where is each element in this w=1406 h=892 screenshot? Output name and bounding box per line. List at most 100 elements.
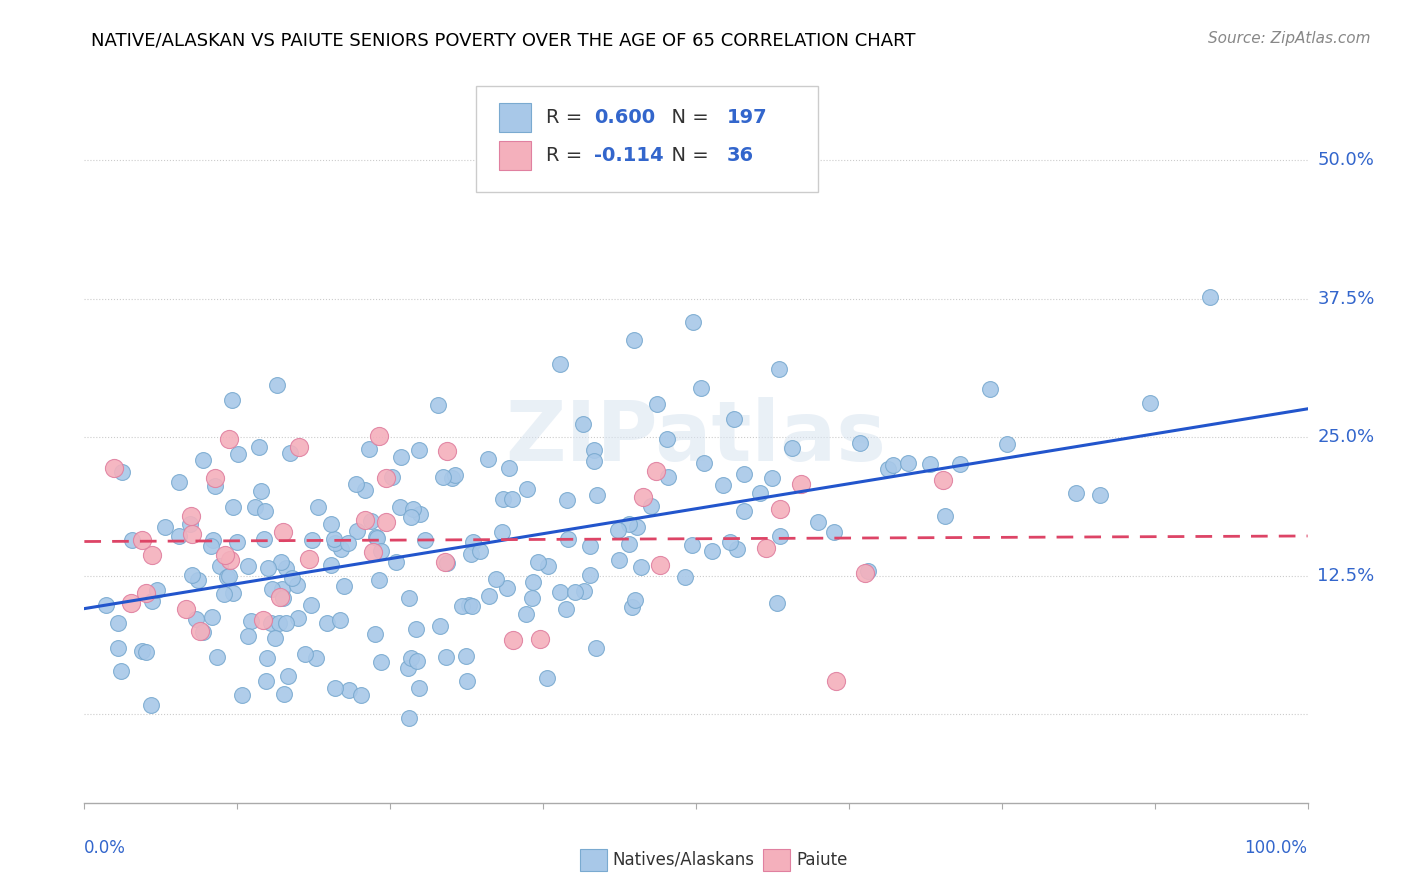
Point — [769, 529, 792, 543]
FancyBboxPatch shape — [499, 141, 531, 170]
Point — [299, 598, 322, 612]
Point — [766, 596, 789, 610]
Point — [429, 619, 451, 633]
Point — [979, 382, 1001, 396]
Point — [485, 572, 508, 586]
Point — [267, 615, 290, 630]
Point — [434, 649, 457, 664]
Point — [825, 673, 848, 688]
Point — [262, 582, 284, 596]
FancyBboxPatch shape — [579, 849, 606, 871]
Point — [146, 582, 169, 597]
Point — [322, 532, 344, 546]
Point — [620, 599, 643, 614]
Point — [725, 541, 748, 556]
Point — [574, 584, 596, 599]
Point — [180, 508, 202, 523]
Point — [606, 523, 628, 537]
Point — [271, 524, 294, 539]
Point — [361, 545, 384, 559]
Point — [187, 573, 209, 587]
Point — [755, 541, 778, 555]
Point — [389, 450, 412, 464]
Point — [221, 392, 243, 407]
Point — [155, 520, 177, 534]
Point — [399, 510, 422, 524]
Point — [193, 452, 215, 467]
Point — [364, 627, 387, 641]
Text: NATIVE/ALASKAN VS PAIUTE SENIORS POVERTY OVER THE AGE OF 65 CORRELATION CHART: NATIVE/ALASKAN VS PAIUTE SENIORS POVERTY… — [91, 31, 915, 49]
Point — [204, 471, 226, 485]
Point — [458, 598, 481, 612]
Text: Natives/Alaskans: Natives/Alaskans — [613, 851, 755, 869]
Point — [218, 553, 240, 567]
Point — [359, 442, 381, 456]
FancyBboxPatch shape — [499, 103, 531, 132]
Point — [370, 655, 392, 669]
Point — [434, 555, 457, 569]
Point — [398, 591, 420, 605]
Point — [336, 535, 359, 549]
Point — [527, 555, 550, 569]
Point — [254, 504, 277, 518]
Point — [463, 535, 485, 549]
Point — [135, 645, 157, 659]
Point — [579, 539, 602, 553]
Point — [491, 525, 513, 540]
Point — [780, 441, 803, 455]
Point — [723, 411, 745, 425]
Point — [214, 548, 236, 562]
Point — [350, 688, 373, 702]
Point — [180, 568, 202, 582]
Point — [450, 599, 472, 613]
Text: Paiute: Paiute — [796, 851, 848, 869]
Point — [657, 470, 679, 484]
Point — [582, 453, 605, 467]
Point — [301, 533, 323, 547]
Point — [585, 641, 607, 656]
Point — [226, 447, 249, 461]
Point — [877, 461, 900, 475]
Point — [321, 517, 343, 532]
Point — [381, 470, 404, 484]
Point — [769, 502, 792, 516]
Point — [360, 514, 382, 528]
Point — [370, 544, 392, 558]
Point — [1139, 396, 1161, 410]
Point — [250, 483, 273, 498]
Text: 0.0%: 0.0% — [84, 839, 127, 857]
Point — [388, 500, 411, 514]
Point — [441, 471, 464, 485]
Point — [920, 457, 942, 471]
Text: 197: 197 — [727, 108, 768, 127]
Point — [329, 613, 352, 627]
Point — [298, 552, 321, 566]
Point — [436, 556, 458, 570]
Point — [586, 488, 609, 502]
Point — [650, 558, 672, 573]
Point — [375, 515, 398, 529]
Text: N =: N = — [659, 146, 716, 165]
Point — [385, 555, 408, 569]
Point — [897, 456, 920, 470]
Point — [456, 673, 478, 688]
Point — [689, 381, 711, 395]
Point — [949, 458, 972, 472]
Point — [120, 596, 142, 610]
Point — [215, 570, 238, 584]
Point — [200, 539, 222, 553]
Text: 25.0%: 25.0% — [1317, 428, 1375, 446]
Point — [498, 460, 520, 475]
Point — [222, 500, 245, 514]
Point — [169, 475, 191, 490]
Point — [807, 515, 830, 529]
Point — [257, 560, 280, 574]
Point — [281, 571, 304, 585]
Point — [733, 467, 755, 482]
Point — [655, 432, 678, 446]
Point — [408, 681, 430, 695]
Point — [181, 527, 204, 541]
Text: 36: 36 — [727, 146, 754, 165]
Point — [110, 664, 132, 678]
Point — [271, 582, 294, 597]
